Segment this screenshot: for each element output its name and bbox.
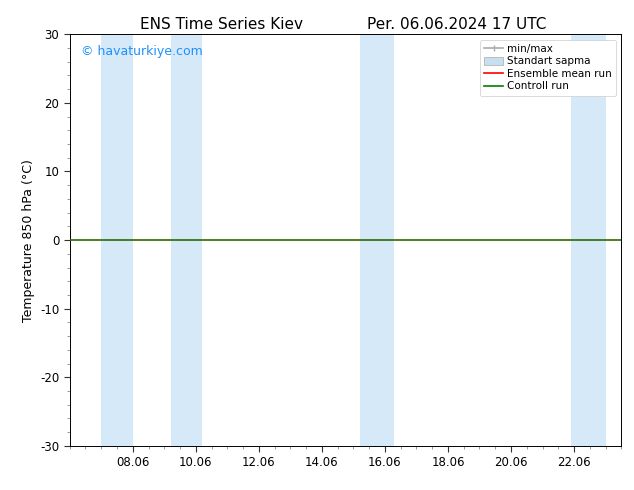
Legend: min/max, Standart sapma, Ensemble mean run, Controll run: min/max, Standart sapma, Ensemble mean r… (480, 40, 616, 96)
Text: ENS Time Series Kiev: ENS Time Series Kiev (140, 17, 304, 32)
Bar (359, 34, 394, 446)
Y-axis label: Temperature 850 hPa (°C): Temperature 850 hPa (°C) (22, 159, 34, 321)
Text: Per. 06.06.2024 17 UTC: Per. 06.06.2024 17 UTC (367, 17, 546, 32)
Text: © havaturkiye.com: © havaturkiye.com (81, 45, 202, 58)
Bar (101, 34, 133, 446)
Bar (171, 34, 202, 446)
Bar (571, 34, 605, 446)
